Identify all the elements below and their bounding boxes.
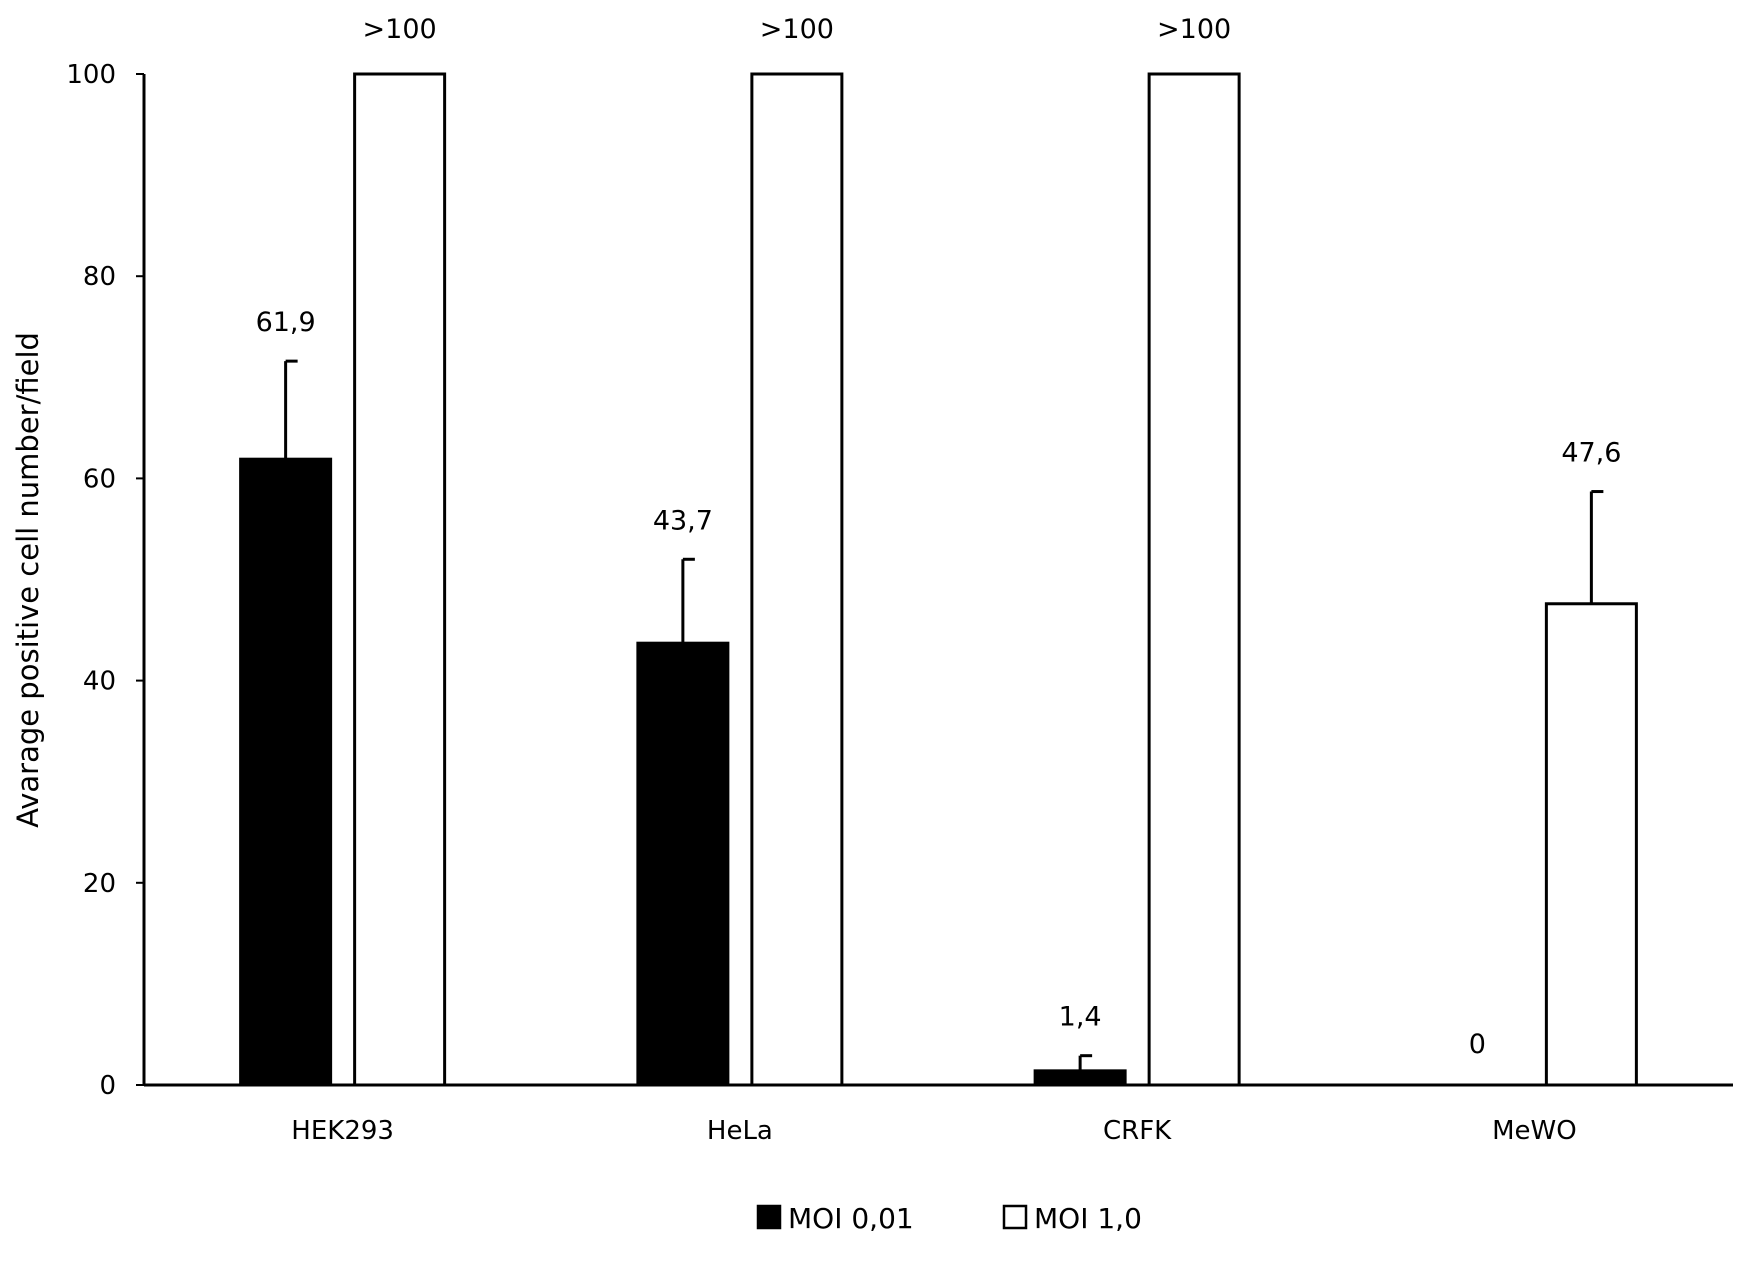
data-label-crfk-series-1: 1,4 [1059,1002,1102,1033]
bar-mewo-series-2 [1544,602,1638,1087]
axes-layer [142,74,1733,1087]
legend-swatch-series-2 [1002,1204,1028,1230]
x-tick-label-hela: HeLa [707,1116,773,1146]
y-ticks-layer: 0 20 40 60 80 100 [66,60,144,1101]
x-tick-label-mewo: MeWO [1492,1116,1577,1146]
data-label-hek293-series-1: 61,9 [256,307,316,338]
y-axis-title: Avarage positive cell number/field [11,332,45,828]
y-tick-label-60: 60 [83,464,116,494]
data-label-crfk-series-2: >100 [1157,14,1231,45]
legend-label-series-2: MOI 1,0 [1034,1202,1142,1235]
bar-hek293-series-1 [239,457,333,1087]
legend: MOI 0,01 MOI 1,0 [756,1202,1142,1235]
y-tick-label-100: 100 [66,60,116,90]
legend-swatch-series-1 [756,1204,782,1230]
bar-crfk-series-1 [1033,1069,1127,1087]
x-tick-label-hek293: HEK293 [291,1116,394,1146]
error-bars-layer [284,359,1604,1071]
bar-crfk-series-2 [1147,72,1241,1087]
data-label-hek293-series-2: >100 [363,14,437,45]
data-label-mewo-series-1: 0 [1469,1029,1486,1060]
data-label-mewo-series-2: 47,6 [1561,438,1621,469]
bars-layer [239,72,1638,1087]
y-tick-label-80: 80 [83,262,116,292]
x-categories-layer: HEK293 HeLa CRFK MeWO [291,1116,1576,1146]
legend-label-series-1: MOI 0,01 [788,1202,914,1235]
y-tick-label-0: 0 [99,1071,116,1101]
data-labels-layer: 61,9 >100 43,7 >100 1,4 >100 0 47,6 [256,14,1622,1060]
y-tick-label-20: 20 [83,869,116,899]
data-label-hela-series-2: >100 [760,14,834,45]
x-tick-label-crfk: CRFK [1103,1116,1172,1146]
bar-hela-series-1 [636,641,730,1087]
bar-hela-series-2 [750,72,844,1087]
bar-hek293-series-2 [353,72,447,1087]
y-tick-label-40: 40 [83,667,116,697]
data-label-hela-series-1: 43,7 [653,505,713,536]
